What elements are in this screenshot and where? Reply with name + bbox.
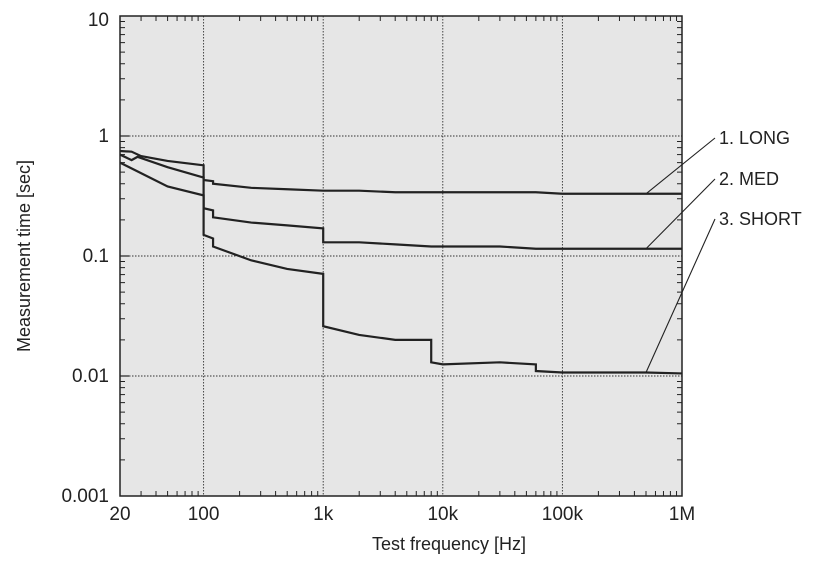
legend-leader-line-3: [645, 218, 716, 373]
x-tick-label: 100k: [542, 504, 584, 525]
legend-leader-line-1: [645, 137, 716, 195]
data-series: [119, 149, 683, 375]
legend-label-2: 2. MED: [719, 169, 779, 189]
legend-leader-line-2: [645, 178, 716, 250]
series-line-2: [119, 153, 682, 250]
x-axis-label: Test frequency [Hz]: [372, 534, 526, 554]
x-tick-label: 100: [188, 504, 220, 525]
x-tick-label: 10k: [427, 504, 458, 525]
x-tick-label: 20: [109, 504, 130, 525]
y-axis-label: Measurement time [sec]: [14, 160, 34, 352]
x-tick-label: 1M: [669, 504, 695, 525]
legend-label-3: 3. SHORT: [719, 209, 802, 229]
y-tick-label: 0.01: [72, 366, 109, 387]
grid-lines: [120, 16, 682, 496]
series-line-1: [119, 149, 682, 195]
y-tick-label: 1: [98, 126, 109, 147]
y-tick-labels: 10 1 0.1 0.01 0.001: [61, 10, 109, 507]
series-line-3: [119, 161, 683, 375]
x-tick-label: 1k: [313, 504, 334, 525]
y-tick-label: 10: [88, 10, 109, 31]
plot-border: [119, 15, 683, 497]
legend-label-1: 1. LONG: [719, 128, 790, 148]
x-tick-labels: 20 100 1k 10k 100k 1M: [109, 504, 695, 525]
minor-ticks: [119, 16, 682, 496]
y-tick-label: 0.1: [83, 246, 109, 267]
legend: 1. LONG 2. MED 3. SHORT: [645, 128, 802, 373]
y-tick-label: 0.001: [61, 486, 109, 507]
